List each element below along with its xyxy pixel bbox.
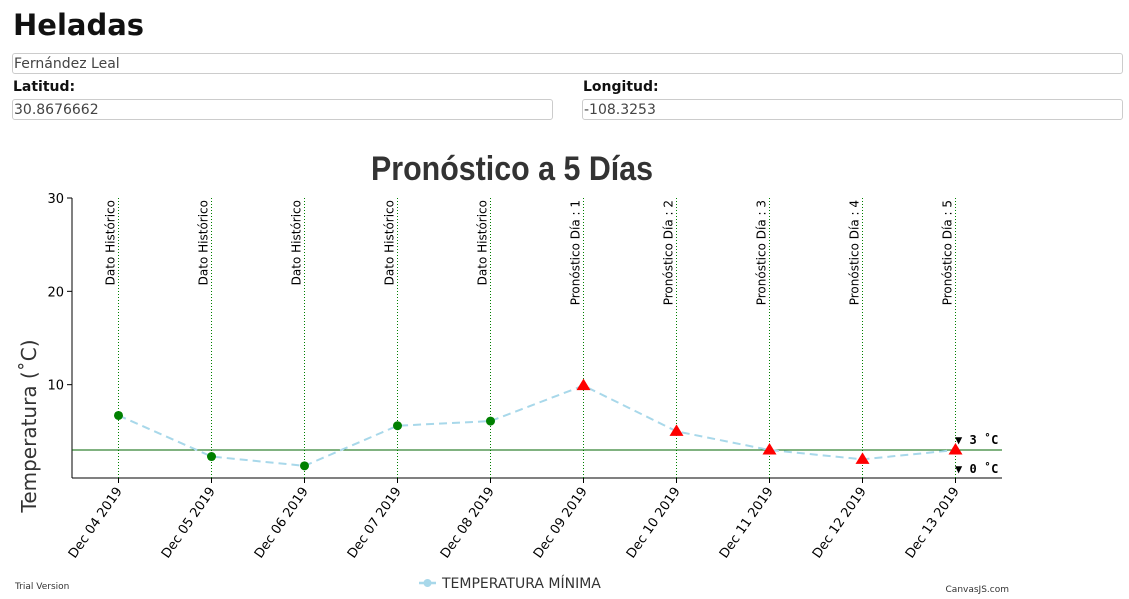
vertical-guide-label: Dato Histórico — [197, 200, 211, 285]
data-point-forecast — [576, 378, 591, 391]
longitude-field[interactable] — [582, 99, 1123, 120]
chart-legend[interactable]: TEMPERATURA MÍNIMA — [419, 575, 601, 592]
x-tick-label: Dec 07 2019 — [345, 485, 405, 562]
series-line — [118, 384, 956, 467]
x-tick-label: Dec 06 2019 — [252, 485, 312, 562]
vertical-guide-label: Dato Histórico — [383, 200, 397, 285]
data-point-forecast — [669, 424, 684, 436]
latitude-field[interactable] — [12, 99, 553, 120]
legend-label: TEMPERATURA MÍNIMA — [441, 575, 601, 592]
station-name-field[interactable] — [12, 53, 1123, 74]
x-tick-label: Dec 08 2019 — [438, 485, 498, 562]
vertical-guide-label: Pronóstico Día : 4 — [848, 200, 862, 305]
y-axis-title: Temperatura (˚C) — [17, 339, 41, 513]
y-tick-label: 10 — [47, 379, 64, 394]
x-tick-label: Dec 05 2019 — [159, 485, 219, 562]
vertical-guide-label: Pronóstico Día : 5 — [941, 200, 955, 305]
data-point-forecast — [948, 443, 963, 455]
data-point-historic — [300, 461, 309, 471]
x-tick-label: Dec 09 2019 — [531, 485, 591, 562]
vertical-guide-label: Pronóstico Día : 1 — [569, 200, 583, 305]
threshold-label-3: ▼ 3 ˚C — [955, 432, 998, 447]
data-point-historic — [393, 421, 402, 431]
vertical-guide-label: Dato Histórico — [476, 200, 490, 285]
chart-title: Pronóstico a 5 Días — [371, 150, 653, 188]
page-title: Heladas — [13, 8, 145, 42]
data-point-historic — [207, 452, 216, 462]
latitude-label: Latitud: — [13, 79, 76, 95]
trial-version-credit: Trial Version — [14, 582, 69, 592]
longitude-label: Longitud: — [583, 79, 659, 95]
canvasjs-credit[interactable]: CanvasJS.com — [946, 585, 1009, 595]
vertical-guide-label: Dato Histórico — [104, 200, 118, 285]
threshold-label-0: ▼ 0 ˚C — [955, 461, 998, 476]
forecast-chart: Pronóstico a 5 Días Temperatura (˚C) 10 2… — [14, 150, 1009, 595]
x-tick-label: Dec 13 2019 — [903, 485, 963, 562]
data-point-forecast — [762, 443, 777, 455]
x-tick-label: Dec 10 2019 — [624, 485, 684, 562]
vertical-guide-label: Pronóstico Día : 2 — [662, 200, 676, 305]
data-point-historic — [114, 410, 123, 420]
x-tick-label: Dec 12 2019 — [810, 485, 870, 562]
x-tick-label: Dec 04 2019 — [66, 485, 126, 562]
data-point-historic — [486, 416, 495, 426]
vertical-guide-label: Pronóstico Día : 3 — [755, 200, 769, 305]
y-tick-label: 30 — [47, 192, 64, 207]
data-point-forecast — [855, 452, 870, 464]
y-tick-label: 20 — [47, 285, 64, 300]
legend-marker — [423, 579, 432, 587]
x-tick-label: Dec 11 2019 — [717, 485, 777, 562]
vertical-guide-label: Dato Histórico — [290, 200, 304, 285]
